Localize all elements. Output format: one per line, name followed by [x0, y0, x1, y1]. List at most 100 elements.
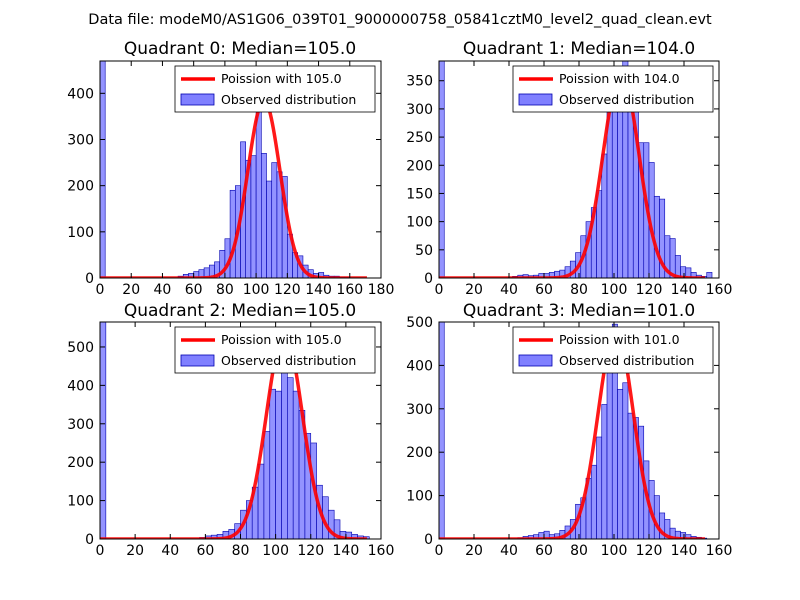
- histogram-bar: [601, 404, 608, 539]
- y-tick-label: 0: [85, 532, 94, 548]
- y-tick-label: 500: [67, 340, 94, 356]
- y-tick-label: 300: [67, 417, 94, 433]
- histogram-bar: [261, 153, 267, 278]
- histogram-bar: [606, 360, 613, 539]
- legend: Poission with 105.0 Observed distribution: [174, 65, 376, 113]
- y-tick-label: 250: [406, 130, 433, 146]
- x-tick-label: 120: [636, 282, 663, 298]
- quadrant-0-title: Quadrant 0: Median=105.0: [124, 39, 356, 59]
- legend-curve-label: Poission with 104.0: [559, 71, 680, 86]
- x-tick-label: 140: [671, 543, 698, 559]
- quadrant-3-title: Quadrant 3: Median=101.0: [463, 301, 695, 321]
- legend-curve-label: Poission with 105.0: [221, 71, 342, 86]
- legend: Poission with 104.0 Observed distribution: [512, 65, 714, 113]
- x-tick-label: 40: [161, 543, 179, 559]
- legend-bar-swatch: [518, 354, 553, 367]
- x-tick-label: 120: [636, 543, 663, 559]
- zero-bin-bar: [439, 61, 445, 278]
- histogram-bar: [706, 272, 713, 278]
- y-tick-label: 100: [406, 489, 433, 505]
- y-tick-label: 0: [424, 271, 433, 287]
- legend-curve-label: Poission with 105.0: [221, 332, 342, 347]
- y-tick-label: 50: [415, 243, 433, 259]
- quadrant-1-title: Quadrant 1: Median=104.0: [463, 39, 695, 59]
- x-tick-label: 20: [126, 543, 144, 559]
- x-tick-label: 160: [336, 282, 363, 298]
- y-tick-label: 500: [406, 315, 433, 331]
- x-tick-label: 20: [465, 282, 483, 298]
- legend-bar-label: Observed distribution: [221, 92, 356, 107]
- histogram-bar: [622, 382, 629, 539]
- x-tick-label: 160: [368, 543, 395, 559]
- x-tick-label: 60: [535, 543, 553, 559]
- legend-curve-label: Poission with 101.0: [559, 332, 680, 347]
- histogram-bar: [263, 431, 271, 539]
- x-tick-label: 20: [122, 282, 140, 298]
- histogram-layer: [439, 322, 708, 539]
- x-tick-label: 60: [535, 282, 553, 298]
- histogram-bar: [250, 155, 257, 278]
- histogram-layer: [100, 322, 370, 539]
- x-tick-label: 80: [570, 282, 588, 298]
- quadrant-0-panel: Quadrant 0: Median=105.0 0 20 40 60 80 100 120…: [67, 39, 394, 298]
- quadrant-1-panel: Quadrant 1: Median=104.0 0 20 40 60 80 100 120…: [406, 39, 732, 298]
- x-tick-label: 40: [154, 282, 172, 298]
- quadrant-2-panel: Quadrant 2: Median=105.0 0 20 40 60 80 100 120…: [67, 301, 394, 559]
- y-tick-label: 200: [406, 158, 433, 174]
- histogram-layer: [100, 61, 367, 278]
- zero-bin-bar: [439, 322, 445, 539]
- x-tick-label: 80: [216, 282, 234, 298]
- legend-bar-label: Observed distribution: [559, 353, 694, 368]
- histogram-bar: [281, 176, 288, 278]
- y-tick-label: 100: [67, 494, 94, 510]
- histogram-bar: [617, 388, 624, 539]
- figure-suptitle: Data file: modeM0/AS1G06_039T01_90000007…: [88, 12, 712, 28]
- legend: Poission with 105.0 Observed distribution: [174, 326, 376, 374]
- legend-bar-label: Observed distribution: [559, 92, 694, 107]
- histogram-bar: [611, 83, 618, 278]
- legend-bar-swatch: [518, 93, 553, 106]
- x-tick-label: 140: [671, 282, 698, 298]
- zero-bin-bar: [100, 322, 107, 539]
- legend-bar-swatch: [180, 354, 215, 367]
- histogram-bar: [257, 463, 265, 539]
- poisson-curve: [439, 329, 705, 539]
- y-tick-label: 200: [406, 445, 433, 461]
- histogram-bar: [269, 388, 276, 539]
- y-tick-label: 350: [406, 74, 433, 90]
- histogram-bar: [287, 377, 294, 539]
- x-tick-label: 0: [435, 543, 444, 559]
- x-tick-label: 40: [500, 282, 518, 298]
- quadrant-3-plot-area: 0 20 40 60 80 100 120 140 160 0 100 200 300 400 500 Poi…: [406, 315, 732, 559]
- histogram-bar: [596, 190, 603, 278]
- histogram-bar: [271, 162, 278, 278]
- x-tick-label: 120: [274, 282, 301, 298]
- histogram-bar: [617, 83, 624, 278]
- quadrant-1-plot-area: 0 20 40 60 80 100 120 140 160 0 50 100 150 200 250 300 3…: [406, 60, 732, 298]
- histogram-bar: [229, 189, 236, 278]
- y-tick-label: 400: [67, 378, 94, 394]
- histogram-bar: [292, 390, 300, 539]
- histogram-bar: [266, 180, 273, 278]
- x-tick-label: 120: [297, 543, 324, 559]
- axes-frame: [99, 60, 382, 279]
- y-tick-label: 100: [67, 225, 94, 241]
- poisson-curve: [439, 70, 705, 278]
- y-tick-label: 100: [406, 215, 433, 231]
- poisson-curve: [100, 331, 367, 539]
- y-tick-label: 400: [67, 86, 94, 102]
- x-tick-label: 0: [435, 282, 444, 298]
- x-tick-label: 140: [333, 543, 360, 559]
- x-tick-label: 60: [185, 282, 203, 298]
- x-tick-label: 0: [96, 282, 105, 298]
- x-tick-label: 100: [601, 543, 628, 559]
- x-tick-label: 40: [500, 543, 518, 559]
- y-tick-label: 400: [406, 358, 433, 374]
- histogram-bar: [596, 436, 603, 539]
- histogram-bar: [590, 464, 597, 539]
- x-tick-label: 60: [196, 543, 214, 559]
- legend-bar-swatch: [180, 93, 215, 106]
- quadrant-0-plot-area: 0 20 40 60 80 100 120 140 160 1800100200300400Poi…: [67, 60, 394, 298]
- x-tick-label: 160: [706, 543, 733, 559]
